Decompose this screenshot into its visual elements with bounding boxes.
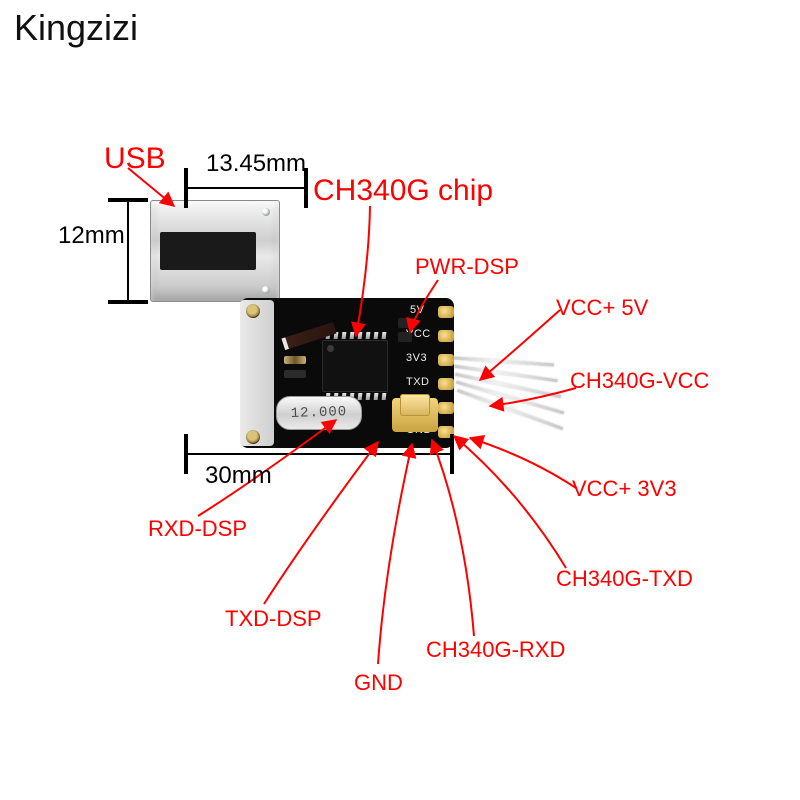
voltage-jumper-cap bbox=[400, 394, 430, 416]
usb-rivet bbox=[262, 286, 270, 294]
ch340g-chip bbox=[322, 340, 388, 392]
led-indicator bbox=[398, 318, 412, 328]
led-indicator bbox=[398, 332, 412, 342]
smd-cap bbox=[284, 356, 306, 364]
usb-slot bbox=[160, 232, 256, 270]
chip-lead bbox=[342, 332, 347, 339]
dimension-usb_w: 13.45mm bbox=[206, 152, 306, 176]
pin-pad bbox=[438, 306, 454, 318]
pin-pad bbox=[438, 354, 454, 366]
chip-lead bbox=[382, 332, 387, 339]
pin-pad bbox=[438, 330, 454, 342]
label-gnd: GND bbox=[354, 672, 403, 694]
pin-pad bbox=[438, 378, 454, 390]
header-pin bbox=[454, 365, 557, 382]
watermark-text: Kingzizi bbox=[14, 10, 138, 46]
diagram-stage: Kingzizi 5V VCC 3V3 TXD RXD GND bbox=[0, 0, 800, 800]
mount-hole bbox=[246, 430, 260, 444]
silk-3v3: 3V3 bbox=[406, 352, 427, 364]
pin-pad bbox=[438, 426, 454, 438]
mount-hole bbox=[246, 304, 260, 318]
label-usb: USB bbox=[104, 144, 166, 174]
chip-lead bbox=[358, 332, 363, 339]
dimension-usb_h: 12mm bbox=[58, 224, 125, 248]
label-vcc5: VCC+ 5V bbox=[556, 297, 648, 319]
chip-lead bbox=[374, 332, 379, 339]
label-ch_txd: CH340G-TXD bbox=[556, 568, 693, 590]
crystal-oscillator: 12.000 bbox=[276, 396, 362, 430]
silk-5v: 5V bbox=[410, 304, 424, 316]
chip-lead bbox=[374, 393, 379, 400]
label-rxd_dsp: RXD-DSP bbox=[148, 518, 247, 540]
chip-lead bbox=[366, 393, 371, 400]
chip-lead bbox=[350, 332, 355, 339]
label-vcc3: VCC+ 3V3 bbox=[572, 478, 677, 500]
dimension-pcb_w: 30mm bbox=[205, 464, 272, 488]
chip-lead bbox=[382, 393, 387, 400]
smd-res bbox=[284, 370, 306, 378]
crystal-frequency: 12.000 bbox=[291, 404, 348, 422]
pin-pad bbox=[438, 402, 454, 414]
label-txd_dsp: TXD-DSP bbox=[225, 608, 322, 630]
label-ch_vcc: CH340G-VCC bbox=[570, 370, 709, 392]
header-pin bbox=[454, 357, 554, 367]
chip-lead bbox=[358, 393, 363, 400]
label-chip: CH340G chip bbox=[313, 176, 493, 206]
label-pwr_dsp: PWR-DSP bbox=[415, 256, 519, 278]
chip-lead bbox=[366, 332, 371, 339]
usb-collar bbox=[240, 300, 274, 446]
usb-rivet bbox=[262, 208, 270, 216]
label-ch_rxd: CH340G-RXD bbox=[426, 639, 565, 661]
silk-txd: TXD bbox=[406, 376, 430, 388]
